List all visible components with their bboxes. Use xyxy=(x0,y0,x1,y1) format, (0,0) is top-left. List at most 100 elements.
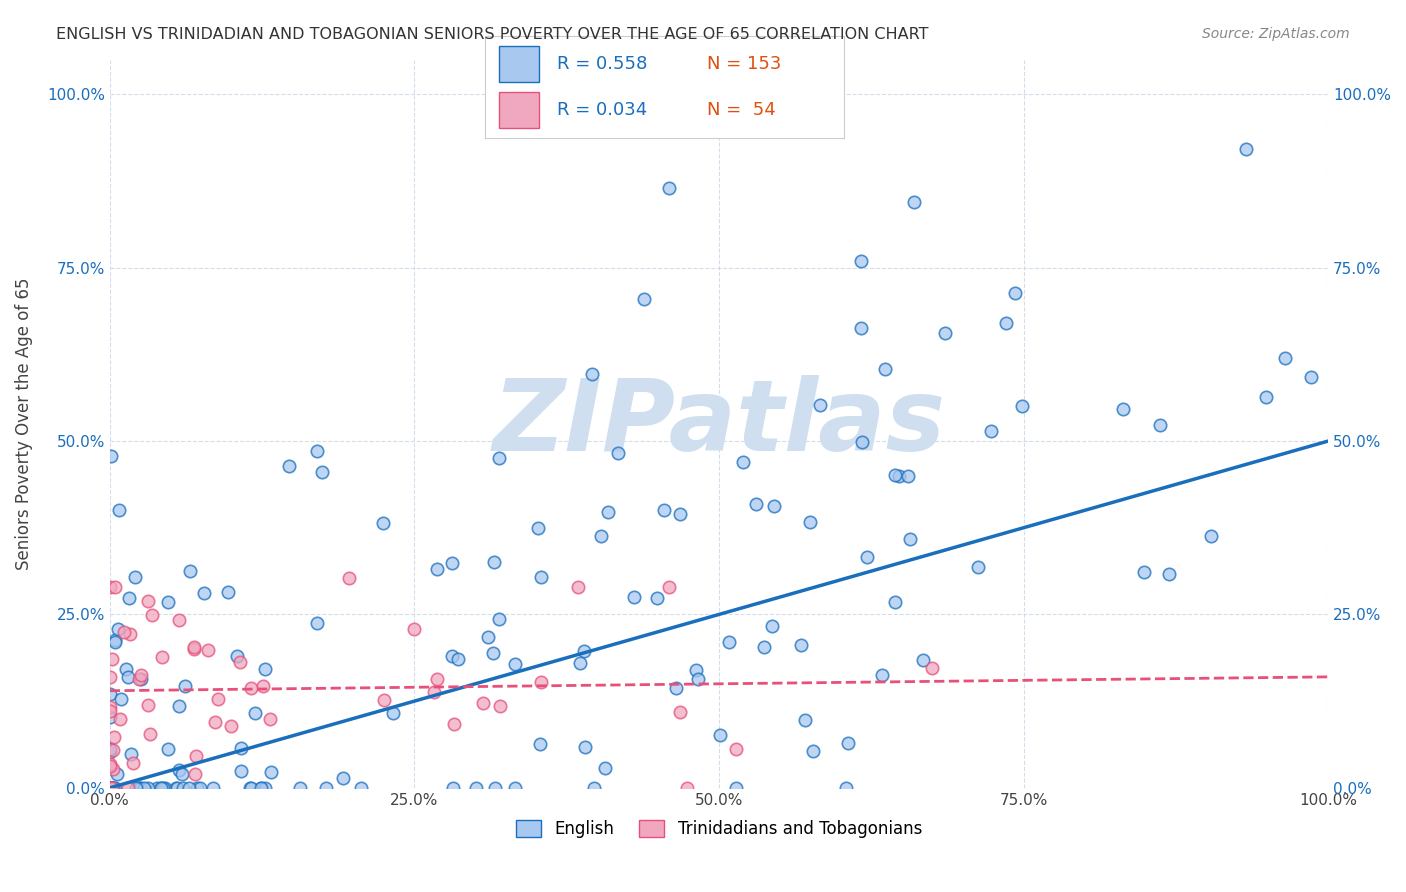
Point xyxy=(121,756,143,770)
Point xyxy=(138,727,160,741)
Point xyxy=(373,692,395,706)
Point xyxy=(152,780,174,795)
Point xyxy=(120,747,142,761)
Point xyxy=(100,780,122,795)
Point xyxy=(1112,401,1135,416)
Point xyxy=(1274,351,1296,366)
Point xyxy=(98,709,121,723)
FancyBboxPatch shape xyxy=(499,92,538,128)
Point xyxy=(332,771,354,785)
Point xyxy=(898,533,921,547)
Point xyxy=(305,616,328,631)
Point xyxy=(835,780,858,795)
Point xyxy=(108,713,131,727)
Point xyxy=(229,655,252,669)
Point xyxy=(229,764,252,778)
Point xyxy=(790,638,813,652)
Point xyxy=(98,780,121,795)
Point xyxy=(803,744,825,758)
Point xyxy=(103,633,125,648)
Point xyxy=(897,469,920,483)
Point xyxy=(441,648,464,663)
Point xyxy=(259,712,281,726)
Point xyxy=(589,529,612,543)
Point xyxy=(129,780,152,795)
Point xyxy=(101,762,124,776)
Point xyxy=(103,730,125,744)
Text: ZIPatlas: ZIPatlas xyxy=(492,376,945,472)
Point xyxy=(127,780,149,795)
Point xyxy=(114,662,136,676)
Point xyxy=(183,642,205,657)
Text: R = 0.558: R = 0.558 xyxy=(557,55,647,73)
Point xyxy=(134,780,156,795)
Point xyxy=(527,521,550,535)
Point xyxy=(443,717,465,731)
Point xyxy=(381,706,404,720)
Point xyxy=(658,581,681,595)
Point xyxy=(1011,399,1033,413)
Point xyxy=(201,780,224,795)
Point xyxy=(188,780,211,795)
Point xyxy=(101,743,124,757)
Point xyxy=(593,761,616,775)
Point xyxy=(441,780,464,795)
Point xyxy=(141,607,163,622)
Point xyxy=(754,640,776,655)
Point xyxy=(153,780,176,795)
Point xyxy=(873,361,896,376)
Point xyxy=(371,516,394,530)
Point xyxy=(167,763,190,777)
Point xyxy=(118,626,141,640)
Point xyxy=(530,675,553,690)
Point xyxy=(685,663,707,677)
Point xyxy=(488,450,510,465)
Point xyxy=(675,780,697,795)
Point xyxy=(837,736,859,750)
Point xyxy=(150,649,173,664)
Point xyxy=(934,326,956,340)
Point xyxy=(105,767,128,781)
Point xyxy=(645,591,668,605)
Point xyxy=(761,618,783,632)
Point xyxy=(157,595,180,609)
Point xyxy=(870,668,893,682)
Point xyxy=(884,467,907,482)
Point xyxy=(921,661,943,675)
Point xyxy=(799,515,821,529)
Point xyxy=(128,780,150,795)
Point xyxy=(243,706,266,721)
Point xyxy=(1157,566,1180,581)
Point xyxy=(98,757,121,772)
Point xyxy=(482,647,505,661)
Point xyxy=(884,595,907,609)
Point xyxy=(477,630,499,644)
Point xyxy=(278,459,301,474)
Point xyxy=(124,570,146,584)
Point xyxy=(686,673,709,687)
Point xyxy=(665,681,688,695)
Point xyxy=(763,499,786,513)
Point xyxy=(170,767,193,781)
Point xyxy=(98,745,121,759)
Point xyxy=(1004,285,1026,300)
Point xyxy=(288,780,311,795)
Point xyxy=(128,673,150,687)
Point xyxy=(136,780,159,795)
Legend: English, Trinidadians and Tobagonians: English, Trinidadians and Tobagonians xyxy=(509,814,928,845)
Point xyxy=(129,668,152,682)
Point xyxy=(1132,565,1154,579)
Point xyxy=(98,742,121,756)
Point xyxy=(488,699,510,714)
Point xyxy=(254,780,277,795)
Point xyxy=(484,780,506,795)
Point xyxy=(793,713,815,727)
Point xyxy=(166,780,188,795)
Point xyxy=(568,656,591,670)
Point xyxy=(1149,418,1171,433)
Point xyxy=(465,780,488,795)
Point xyxy=(104,635,127,649)
Point xyxy=(307,444,329,458)
Point xyxy=(994,316,1017,330)
Point xyxy=(252,679,274,693)
